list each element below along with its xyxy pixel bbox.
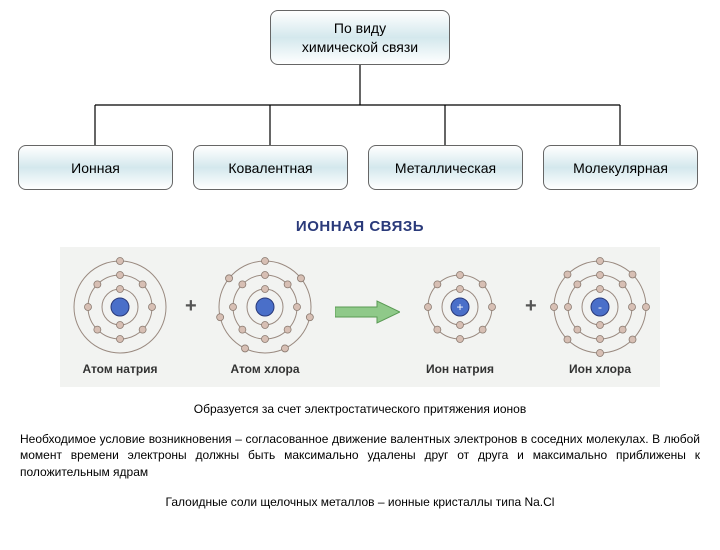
section-title: ИОННАЯ СВЯЗЬ — [0, 218, 720, 235]
paragraph-formation: Образуется за счет электростатического п… — [20, 401, 700, 417]
hierarchy-child-label: Ионная — [71, 160, 120, 176]
hierarchy-child-node: Металлическая — [368, 145, 523, 190]
paragraph-condition: Необходимое условие возникновения – согл… — [20, 431, 700, 480]
bond-type-hierarchy: По видухимической связи Ионная Ковалентна… — [10, 10, 710, 200]
svg-text:-: - — [598, 300, 602, 314]
arrow-right-icon — [335, 299, 400, 325]
hierarchy-child-node: Молекулярная — [543, 145, 698, 190]
hierarchy-root-label: По видухимической связи — [302, 19, 418, 55]
ionic-bond-diagram: Атом натрия Атом хлора + Ион натрия - Ион хло… — [60, 247, 660, 387]
hierarchy-child-node: Ионная — [18, 145, 173, 190]
atom-label: Ион натрия — [405, 362, 515, 376]
atom-label: Ион хлора — [545, 362, 655, 376]
plus-icon: + — [185, 295, 197, 318]
hierarchy-child-node: Ковалентная — [193, 145, 348, 190]
paragraph-examples: Галоидные соли щелочных металлов – ионны… — [20, 494, 700, 510]
hierarchy-child-label: Ковалентная — [228, 160, 312, 176]
svg-text:+: + — [456, 300, 463, 314]
atom-icon — [210, 252, 320, 362]
hierarchy-root-node: По видухимической связи — [270, 10, 450, 65]
atom-label: Атом натрия — [65, 362, 175, 376]
hierarchy-child-label: Металлическая — [395, 160, 496, 176]
hierarchy-child-label: Молекулярная — [573, 160, 668, 176]
atom-icon: - — [545, 252, 655, 362]
atom-label: Атом хлора — [210, 362, 320, 376]
plus-icon: + — [525, 295, 537, 318]
atom-icon: + — [405, 252, 515, 362]
atom-icon — [65, 252, 175, 362]
